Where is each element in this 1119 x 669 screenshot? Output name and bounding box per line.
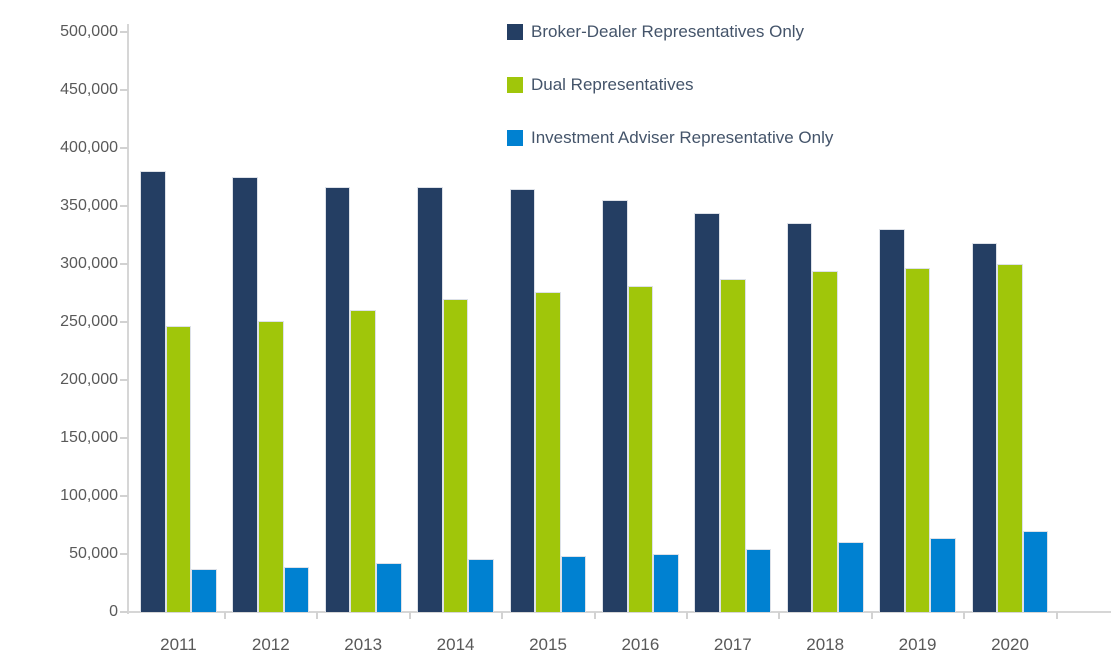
x-axis-label: 2014 — [436, 635, 475, 654]
bar — [232, 176, 258, 612]
bar — [324, 187, 351, 612]
bar — [904, 268, 931, 612]
x-axis-tick — [686, 612, 688, 619]
y-axis-tick — [120, 320, 128, 323]
legend-item: Dual Representatives — [507, 73, 833, 96]
x-axis-tick — [501, 612, 504, 619]
x-axis-label: 2011 — [160, 635, 197, 654]
y-axis-tick-label: 500,000 — [60, 22, 118, 40]
x-axis-tick — [316, 612, 319, 619]
x-axis-tick — [408, 612, 411, 619]
y-axis-tick — [120, 146, 128, 149]
y-axis-tick-label: 0 — [109, 603, 118, 620]
bar — [745, 549, 772, 612]
bar — [879, 228, 905, 612]
bar — [786, 223, 813, 612]
y-axis-tick — [120, 494, 128, 497]
bar — [653, 553, 679, 612]
bar — [283, 566, 310, 612]
y-axis-tick-label: 450,000 — [60, 80, 118, 98]
bar — [560, 556, 587, 612]
y-axis-tick — [120, 436, 128, 439]
x-axis-label: 2017 — [713, 635, 752, 654]
x-axis-tick — [963, 612, 966, 619]
bar — [930, 537, 956, 612]
bar — [1022, 530, 1049, 612]
y-axis-tick-label: 150,000 — [60, 428, 118, 446]
y-axis-tick — [120, 552, 128, 555]
y-axis-tick-label: 50,000 — [69, 544, 118, 562]
y-axis-tick — [120, 204, 128, 207]
y-axis-tick — [120, 611, 128, 613]
bar — [258, 320, 284, 612]
x-axis-label: 2016 — [621, 635, 660, 654]
bar — [535, 291, 561, 612]
x-axis-tick — [870, 612, 873, 619]
legend-swatch-dual — [507, 76, 523, 93]
y-axis-tick — [120, 262, 128, 265]
y-axis-tick-label: 100,000 — [60, 486, 118, 504]
x-axis-label: 2013 — [344, 635, 383, 654]
bar — [838, 542, 864, 612]
y-axis-tick-label: 200,000 — [60, 370, 118, 388]
bar — [720, 278, 746, 612]
x-axis-label: 2020 — [991, 635, 1029, 654]
legend-item: Investment Adviser Representative Only — [507, 126, 833, 149]
bar — [602, 199, 628, 612]
bar — [140, 170, 166, 612]
y-axis-tick-label: 400,000 — [60, 138, 118, 156]
legend-swatch-broker-dealer — [507, 23, 523, 40]
legend-label: Investment Adviser Representative Only — [531, 127, 834, 147]
bar — [417, 187, 443, 612]
y-axis-tick — [120, 30, 128, 33]
x-axis-label: 2019 — [898, 635, 937, 654]
x-axis-label: 2018 — [806, 635, 845, 654]
x-axis-tick — [1055, 612, 1058, 619]
legend-item: Broker-Dealer Representatives Only — [507, 20, 833, 43]
bar — [509, 189, 536, 612]
bar — [350, 310, 376, 612]
bar — [627, 285, 654, 612]
y-axis-tick-label: 250,000 — [60, 312, 118, 330]
bar — [442, 298, 469, 612]
legend-swatch-ia-only — [507, 129, 523, 146]
x-axis-tick — [778, 612, 781, 619]
bar — [812, 270, 838, 612]
x-axis-tick — [593, 612, 596, 619]
y-axis-tick — [120, 88, 128, 91]
bar — [997, 263, 1023, 612]
x-axis-line — [127, 611, 1111, 613]
y-axis-tick-label: 300,000 — [60, 254, 118, 272]
bar — [165, 326, 192, 612]
bar — [376, 563, 402, 612]
bar — [468, 558, 494, 612]
y-axis-tick-label: 350,000 — [60, 196, 118, 214]
y-axis-tick — [120, 378, 128, 381]
x-axis-label: 2012 — [251, 635, 290, 654]
legend-label: Broker-Dealer Representatives Only — [531, 21, 805, 41]
bar — [971, 242, 998, 612]
x-axis-tick — [224, 612, 226, 619]
legend-label: Dual Representatives — [531, 74, 694, 94]
legend: Broker-Dealer Representatives Only Dual … — [507, 20, 833, 179]
bar — [191, 569, 217, 612]
y-axis-line — [127, 24, 129, 614]
bar — [694, 212, 720, 612]
x-axis-label: 2015 — [529, 635, 567, 654]
